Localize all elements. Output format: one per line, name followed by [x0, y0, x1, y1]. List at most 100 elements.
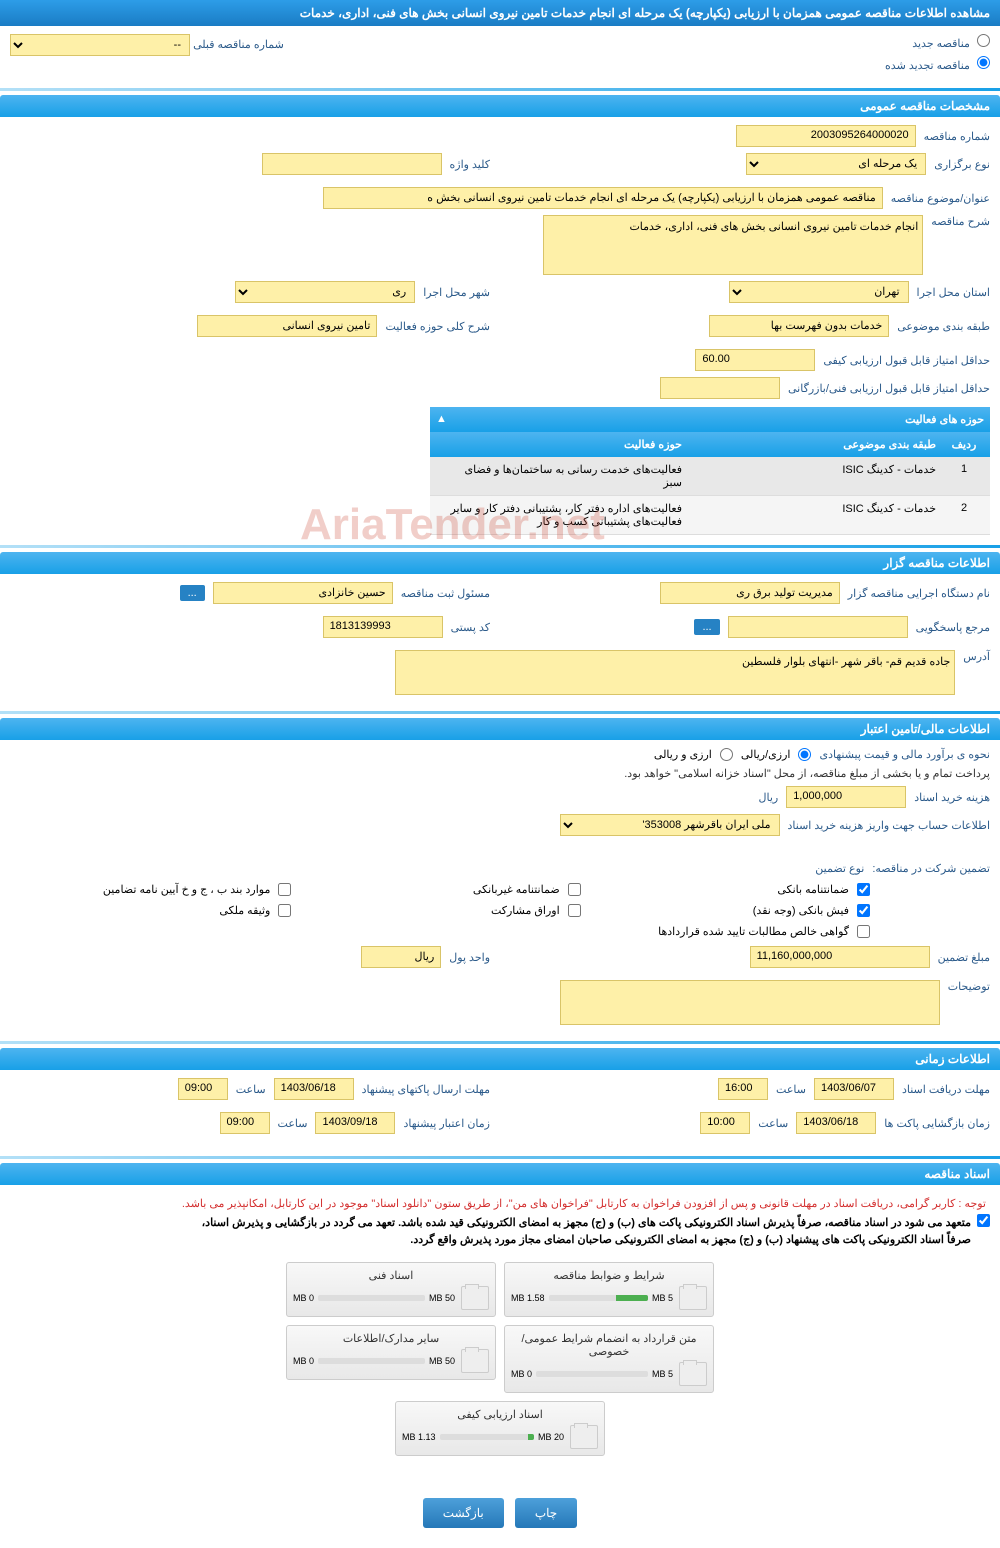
file-total: 5 MB [652, 1293, 673, 1303]
opening-time-label: ساعت [758, 1117, 788, 1130]
desc-field: انجام خدمات تامین نیروی انسانی بخش های ف… [543, 215, 923, 275]
file-total: 50 MB [429, 1356, 455, 1366]
folder-icon [461, 1286, 489, 1310]
cb-clauses[interactable] [278, 883, 291, 896]
opening-time: 10:00 [700, 1112, 750, 1134]
receive-deadline-time: 16:00 [718, 1078, 768, 1100]
unit-rial-label: ریال [758, 791, 778, 804]
file-progress-bar [549, 1295, 648, 1301]
activity-table-header: حوزه های فعالیت ▲ [430, 407, 990, 432]
file-used: 0 MB [293, 1293, 314, 1303]
section-organizer-header: اطلاعات مناقصه گزار [0, 552, 1000, 574]
cb-claims[interactable] [857, 925, 870, 938]
file-box[interactable]: سایر مدارک/اطلاعات 50 MB 0 MB [286, 1325, 496, 1380]
response-ref-label: مرجع پاسخگویی [916, 621, 990, 634]
col-field: حوزه فعالیت [436, 438, 690, 451]
notes-field [560, 980, 940, 1025]
response-ref-lookup-button[interactable]: ... [694, 619, 719, 635]
keyword-label: کلید واژه [450, 158, 490, 171]
postal-field: 1813139993 [323, 616, 443, 638]
address-label: آدرس [963, 650, 990, 663]
purchase-cost-label: هزینه خرید اسناد [914, 791, 990, 804]
subject-field: مناقصه عمومی همزمان با ارزیابی (یکپارچه)… [323, 187, 883, 209]
min-quality-field: 60.00 [695, 349, 815, 371]
exec-name-field: مدیریت تولید برق ری [660, 582, 840, 604]
min-quality-label: حداقل امتیاز قابل قبول ارزیابی کیفی [823, 354, 990, 367]
section-financial-header: اطلاعات مالی/تامین اعتبار [0, 718, 1000, 740]
cb-nonbank-guarantee-label: ضمانتنامه غیربانکی [473, 883, 560, 896]
prev-tender-select[interactable]: -- [10, 34, 190, 56]
guarantee-label: تضمین شرکت در مناقصه: [872, 862, 990, 875]
commitment-checkbox[interactable] [977, 1214, 990, 1227]
activity-scope-field: تامین نیروی انسانی [197, 315, 377, 337]
radio-currency[interactable] [720, 748, 733, 761]
registrar-label: مسئول ثبت مناقصه [401, 587, 490, 600]
collapse-icon[interactable]: ▲ [436, 413, 447, 426]
notes-label: توضیحات [948, 980, 990, 993]
file-title: اسناد ارزیابی کیفی [402, 1408, 598, 1421]
prev-tender-label: شماره مناقصه قبلی [193, 39, 284, 51]
activity-table-title: حوزه های فعالیت [447, 413, 984, 426]
file-box[interactable]: شرایط و ضوابط مناقصه 5 MB 1.58 MB [504, 1262, 714, 1317]
file-used: 0 MB [511, 1369, 532, 1379]
file-total: 5 MB [652, 1369, 673, 1379]
table-row: 2خدمات - کدینگ ISICفعالیت‌های اداره دفتر… [430, 496, 990, 535]
file-used: 0 MB [293, 1356, 314, 1366]
account-info-select[interactable]: ملی ایران باقرشهر 353008' [560, 814, 780, 836]
file-box[interactable]: متن قرارداد به انضمام شرایط عمومی/خصوصی5… [504, 1325, 714, 1393]
cb-securities[interactable] [568, 904, 581, 917]
guarantee-amount-field: 11,160,000,000 [750, 946, 930, 968]
validity-time: 09:00 [220, 1112, 270, 1134]
currency-unit-label: واحد پول [449, 951, 490, 964]
file-title: سایر مدارک/اطلاعات [293, 1332, 489, 1345]
cell-category: خدمات - کدینگ ISIC [690, 502, 944, 528]
cb-bank-receipt[interactable] [857, 904, 870, 917]
registrar-lookup-button[interactable]: ... [180, 585, 205, 601]
send-deadline-time: 09:00 [178, 1078, 228, 1100]
footer-buttons: چاپ بازگشت [0, 1478, 1000, 1548]
radio-renewed-tender[interactable] [977, 56, 990, 69]
section-timing-header: اطلاعات زمانی [0, 1048, 1000, 1070]
section-documents-header: اسناد مناقصه [0, 1163, 1000, 1185]
back-button[interactable]: بازگشت [423, 1498, 504, 1528]
opening-label: زمان بازگشایی پاکت ها [884, 1117, 990, 1130]
cell-field: فعالیت‌های اداره دفتر کار، پشتیبانی دفتر… [436, 502, 690, 528]
registrar-field: حسین خانزادی [213, 582, 393, 604]
cb-property[interactable] [278, 904, 291, 917]
file-used: 1.58 MB [511, 1293, 545, 1303]
file-box[interactable]: اسناد ارزیابی کیفی20 MB1.13 MB [395, 1401, 605, 1456]
province-select[interactable]: تهران [729, 281, 909, 303]
activity-scope-label: شرح کلی حوزه فعالیت [385, 320, 490, 333]
print-button[interactable]: چاپ [515, 1498, 577, 1528]
file-box[interactable]: اسناد فنی50 MB0 MB [286, 1262, 496, 1317]
category-field: خدمات بدون فهرست بها [709, 315, 889, 337]
table-row: 1خدمات - کدینگ ISICفعالیت‌های خدمت رسانی… [430, 457, 990, 496]
option-currency-label: ارزی و ریالی [654, 748, 712, 761]
file-used: 1.13 MB [402, 1432, 436, 1442]
file-title: شرایط و ضوابط مناقصه [511, 1269, 707, 1282]
radio-new-tender[interactable] [977, 34, 990, 47]
postal-label: کد پستی [451, 621, 490, 634]
cb-bank-guarantee[interactable] [857, 883, 870, 896]
col-category: طبقه بندی موضوعی [690, 438, 944, 451]
city-select[interactable]: ری [235, 281, 415, 303]
notice-black-2: صرفاً اسناد الکترونیکی پاکت های پیشنهاد … [200, 1231, 973, 1248]
receive-deadline-date: 1403/06/07 [814, 1078, 894, 1100]
file-total: 50 MB [429, 1293, 455, 1303]
keyword-field [262, 153, 442, 175]
folder-icon [570, 1425, 598, 1449]
send-time-label: ساعت [236, 1083, 266, 1096]
radio-rial[interactable] [798, 748, 811, 761]
receive-time-label: ساعت [776, 1083, 806, 1096]
desc-label: شرح مناقصه [931, 215, 990, 228]
subject-label: عنوان/موضوع مناقصه [891, 192, 990, 205]
cb-property-label: وثیقه ملکی [219, 904, 270, 917]
type-select[interactable]: یک مرحله ای [746, 153, 926, 175]
cb-bank-guarantee-label: ضمانتنامه بانکی [777, 883, 849, 896]
guarantee-type-label: نوع تضمین [815, 862, 864, 875]
cb-nonbank-guarantee[interactable] [568, 883, 581, 896]
account-info-label: اطلاعات حساب جهت واریز هزینه خرید اسناد [788, 819, 990, 832]
page-title: مشاهده اطلاعات مناقصه عمومی همزمان با ار… [0, 0, 1000, 26]
validity-date: 1403/09/18 [315, 1112, 395, 1134]
validity-time-label: ساعت [278, 1117, 308, 1130]
